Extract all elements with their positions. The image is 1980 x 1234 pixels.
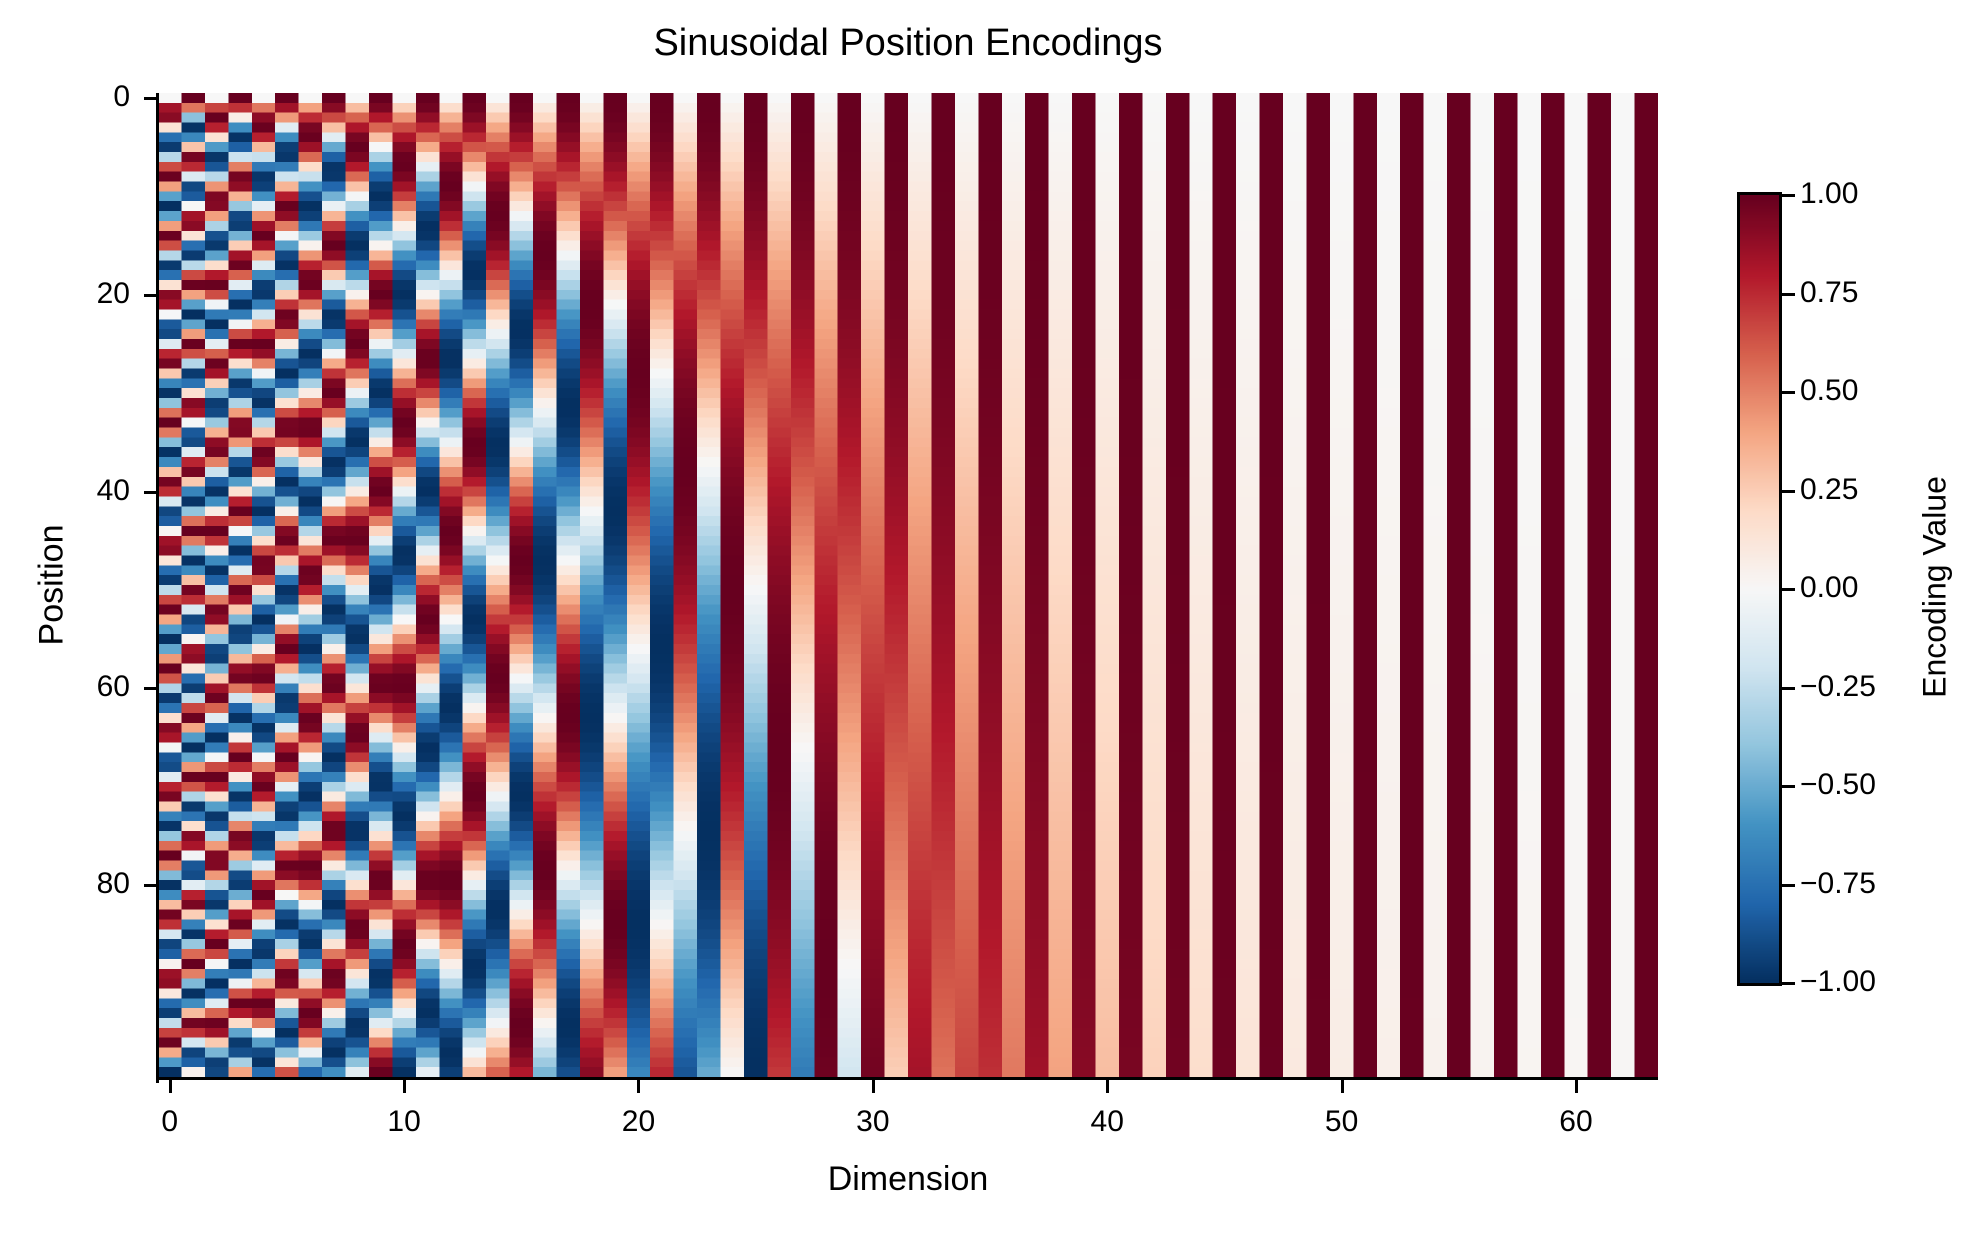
colorbar-tick-mark (1782, 489, 1795, 493)
x-tick-label: 10 (387, 1105, 421, 1138)
x-tick-label: 40 (1090, 1105, 1124, 1138)
x-tick-mark (403, 1080, 407, 1093)
x-tick-label: 50 (1324, 1105, 1359, 1138)
colorbar-tick-mark (1782, 686, 1795, 690)
y-axis-title: Position (32, 524, 71, 646)
x-tick-label: 20 (621, 1105, 656, 1138)
x-tick-label: 30 (856, 1105, 890, 1138)
colorbar-tick-mark (1782, 292, 1795, 296)
colorbar-tick-label: 0.50 (1800, 374, 1859, 407)
colorbar-tick-mark (1782, 391, 1795, 394)
y-tick-mark (144, 293, 157, 297)
colorbar (1737, 192, 1782, 986)
x-tick-mark (637, 1080, 641, 1093)
y-tick-mark (144, 687, 157, 691)
x-tick-mark (168, 1080, 172, 1093)
x-tick-mark (1340, 1080, 1344, 1093)
colorbar-tick-label: 1.00 (1800, 177, 1859, 210)
colorbar-tick-mark (1782, 588, 1795, 591)
colorbar-tick-label: 0.75 (1800, 275, 1859, 309)
y-tick-label: 40 (96, 473, 130, 507)
y-axis-line (156, 93, 159, 1083)
colorbar-tick-label: −0.50 (1800, 768, 1876, 801)
x-tick-mark (871, 1080, 875, 1093)
colorbar-tick-label: −1.00 (1800, 965, 1876, 998)
x-tick-label: 60 (1559, 1105, 1593, 1138)
chart-title: Sinusoidal Position Encodings (653, 22, 1163, 64)
x-axis-line (156, 1077, 1658, 1080)
heatmap (158, 93, 1658, 1077)
colorbar-tick-label: −0.75 (1800, 866, 1876, 900)
x-axis-title: Dimension (827, 1160, 989, 1198)
colorbar-tick-label: 0.25 (1800, 472, 1859, 506)
y-tick-mark (144, 490, 157, 494)
colorbar-tick-label: −0.25 (1800, 669, 1876, 703)
x-tick-mark (1106, 1080, 1110, 1093)
colorbar-tick-mark (1782, 785, 1795, 788)
x-tick-mark (1574, 1080, 1578, 1093)
colorbar-tick-mark (1782, 982, 1795, 985)
y-tick-mark (144, 884, 157, 888)
colorbar-tick-mark (1782, 194, 1795, 197)
y-tick-label: 60 (96, 670, 130, 704)
colorbar-tick-mark (1782, 883, 1795, 887)
y-tick-label: 80 (96, 867, 130, 901)
colorbar-tick-label: 0.00 (1800, 571, 1859, 604)
colorbar-title: Encoding Value (1916, 476, 1953, 698)
y-tick-label: 20 (96, 276, 130, 310)
y-tick-mark (144, 96, 157, 100)
y-tick-label: 0 (113, 79, 130, 113)
x-tick-label: 0 (161, 1105, 179, 1138)
